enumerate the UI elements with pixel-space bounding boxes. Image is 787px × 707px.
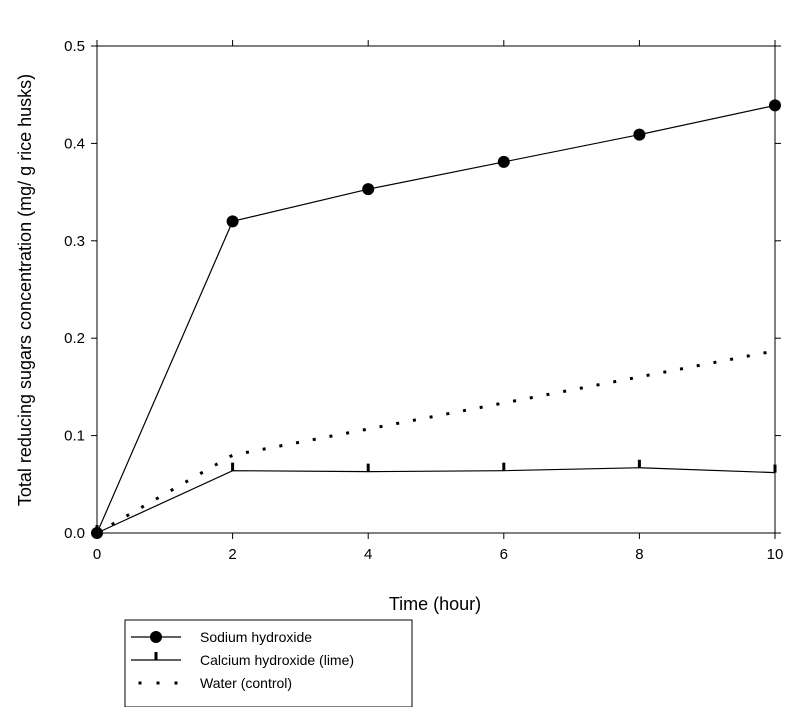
legend-marker: [150, 631, 162, 643]
series-dotted-line: [96, 349, 776, 535]
y-tick-label: 0.3: [64, 233, 85, 250]
legend-label: Water (control): [200, 675, 292, 691]
legend-marker: [154, 652, 158, 660]
data-point: [633, 128, 646, 141]
x-tick-label: 4: [364, 546, 372, 563]
data-point: [637, 459, 641, 468]
x-tick-label: 8: [635, 546, 643, 563]
legend-label: Sodium hydroxide: [200, 629, 312, 645]
legend-dot: [156, 681, 160, 685]
y-tick-label: 0.1: [64, 428, 85, 445]
legend-dot: [138, 681, 142, 685]
data-point: [231, 462, 235, 471]
x-tick-label: 0: [93, 546, 101, 563]
y-tick-label: 0.5: [64, 38, 85, 55]
legend-dot: [174, 681, 178, 685]
y-tick-label: 0.4: [64, 135, 85, 152]
data-point: [362, 183, 375, 196]
y-axis-title: Total reducing sugars concentration (mg/…: [15, 74, 35, 506]
y-tick-label: 0.2: [64, 330, 85, 347]
plot-frame: [96, 45, 776, 534]
data-point: [502, 462, 506, 471]
series-line: [96, 104, 776, 534]
y-tick-label: 0.0: [64, 525, 85, 542]
x-axis-title: Time (hour): [389, 594, 481, 614]
series-line: [96, 467, 776, 534]
x-tick-label: 10: [767, 546, 784, 563]
data-point: [366, 463, 370, 472]
data-point: [497, 155, 510, 168]
data-point: [226, 215, 239, 228]
plot-area: [91, 99, 781, 539]
legend-box: [124, 619, 413, 707]
legend: Sodium hydroxide Calcium hydroxide (lime)…: [124, 619, 413, 707]
legend-label: Calcium hydroxide (lime): [200, 652, 354, 668]
x-tick-label: 2: [228, 546, 236, 563]
x-tick-label: 6: [500, 546, 508, 563]
axes: 0 2 4 6 8 10 0.0 0.1 0.2 0.3 0.4 0.5: [64, 38, 783, 563]
